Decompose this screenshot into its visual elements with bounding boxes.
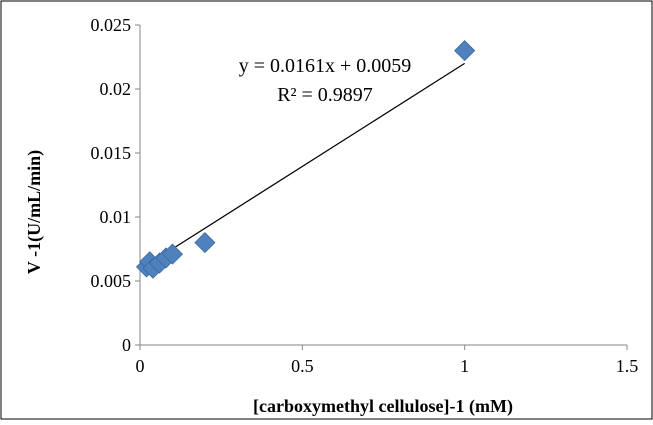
- x-tick-label: 1: [460, 356, 469, 376]
- y-axis-label: V -1(U/mL/min): [24, 150, 45, 274]
- trendline-group: [146, 62, 465, 266]
- y-tick-label: 0: [122, 335, 131, 355]
- x-axis-label: [carboxymethyl cellulose]-1 (mM): [253, 396, 513, 417]
- y-tick-label: 0.015: [91, 143, 132, 163]
- data-points: [135, 40, 476, 279]
- trendline-r-squared: R² = 0.9897: [277, 84, 373, 106]
- x-tick-label: 0: [136, 356, 145, 376]
- tick-labels: 0 0.005 0.01 0.015 0.02 0.025 0 0.5 1 1.5: [91, 15, 639, 376]
- trendline: [146, 62, 465, 266]
- y-tick-label: 0.005: [91, 271, 132, 291]
- data-point: [194, 232, 216, 254]
- y-tick-label: 0.02: [100, 79, 132, 99]
- x-tick-label: 1.5: [616, 356, 639, 376]
- data-point: [454, 40, 476, 62]
- x-tick-label: 0.5: [291, 356, 314, 376]
- y-tick-label: 0.025: [91, 15, 132, 35]
- axes: [135, 24, 628, 350]
- trendline-equation: y = 0.0161x + 0.0059: [239, 55, 412, 77]
- y-tick-label: 0.01: [100, 207, 132, 227]
- data-point: [161, 243, 184, 265]
